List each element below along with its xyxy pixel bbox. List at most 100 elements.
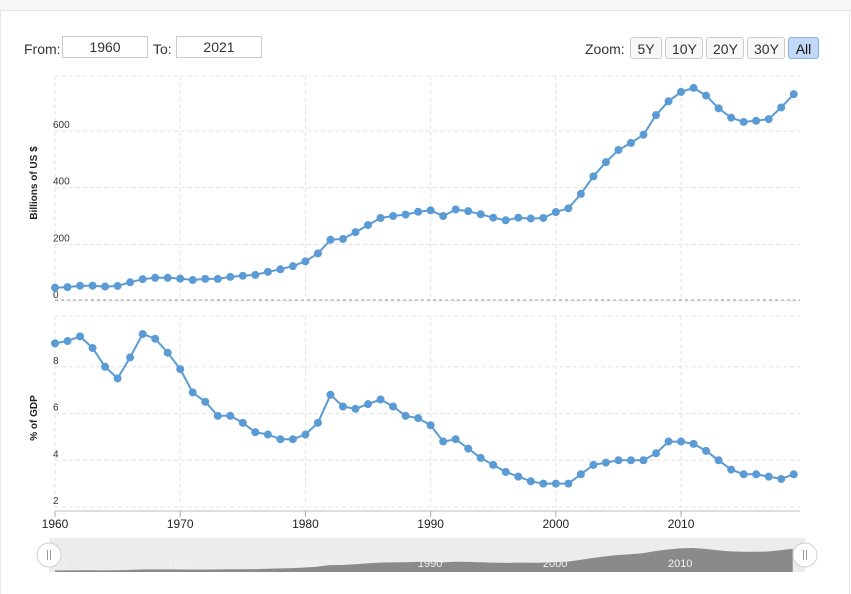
upper-data-point[interactable] xyxy=(539,213,548,222)
upper-data-point[interactable] xyxy=(251,270,260,279)
upper-data-point[interactable] xyxy=(689,83,698,92)
upper-data-point[interactable] xyxy=(476,210,485,219)
upper-data-point[interactable] xyxy=(88,281,97,290)
upper-data-point[interactable] xyxy=(213,274,222,283)
upper-data-point[interactable] xyxy=(451,205,460,214)
lower-data-point[interactable] xyxy=(301,430,310,439)
zoom-button-20y[interactable]: 20Y xyxy=(706,37,744,59)
lower-data-point[interactable] xyxy=(514,472,523,481)
upper-data-point[interactable] xyxy=(301,257,310,266)
lower-data-point[interactable] xyxy=(163,348,172,357)
upper-data-point[interactable] xyxy=(288,262,297,271)
lower-data-point[interactable] xyxy=(414,414,423,423)
upper-data-point[interactable] xyxy=(601,158,610,167)
upper-data-point[interactable] xyxy=(464,207,473,216)
lower-data-point[interactable] xyxy=(476,453,485,462)
lower-data-point[interactable] xyxy=(101,362,110,371)
lower-data-point[interactable] xyxy=(752,470,761,479)
lower-data-point[interactable] xyxy=(263,430,272,439)
upper-data-point[interactable] xyxy=(126,278,135,287)
lower-data-point[interactable] xyxy=(539,479,548,488)
upper-data-point[interactable] xyxy=(101,282,110,291)
lower-data-point[interactable] xyxy=(151,334,160,343)
lower-data-point[interactable] xyxy=(777,474,786,483)
upper-data-point[interactable] xyxy=(526,214,535,223)
upper-data-point[interactable] xyxy=(263,267,272,276)
lower-data-point[interactable] xyxy=(464,444,473,453)
upper-data-point[interactable] xyxy=(752,116,761,125)
lower-data-point[interactable] xyxy=(389,402,398,411)
upper-data-point[interactable] xyxy=(576,189,585,198)
upper-data-point[interactable] xyxy=(389,212,398,220)
lower-data-point[interactable] xyxy=(702,446,711,455)
lower-data-point[interactable] xyxy=(63,337,72,346)
lower-data-point[interactable] xyxy=(426,421,435,430)
lower-data-point[interactable] xyxy=(664,437,673,446)
lower-data-point[interactable] xyxy=(576,470,585,479)
lower-data-point[interactable] xyxy=(113,374,122,383)
upper-data-point[interactable] xyxy=(351,228,360,237)
upper-data-point[interactable] xyxy=(639,130,648,139)
upper-data-point[interactable] xyxy=(313,249,322,258)
upper-data-point[interactable] xyxy=(338,234,347,243)
upper-data-point[interactable] xyxy=(138,275,147,284)
lower-data-point[interactable] xyxy=(626,456,635,465)
upper-data-point[interactable] xyxy=(714,104,723,113)
upper-data-point[interactable] xyxy=(376,213,385,222)
lower-data-point[interactable] xyxy=(739,470,748,479)
upper-data-point[interactable] xyxy=(677,87,686,96)
lower-data-point[interactable] xyxy=(551,479,560,488)
upper-data-point[interactable] xyxy=(589,172,598,181)
from-input[interactable] xyxy=(62,36,148,58)
upper-data-point[interactable] xyxy=(401,210,410,219)
upper-data-point[interactable] xyxy=(238,271,247,280)
upper-data-point[interactable] xyxy=(789,90,798,99)
lower-data-point[interactable] xyxy=(276,435,285,444)
upper-data-point[interactable] xyxy=(163,273,172,282)
lower-data-point[interactable] xyxy=(376,395,385,404)
upper-data-point[interactable] xyxy=(276,265,285,274)
upper-data-point[interactable] xyxy=(226,272,235,281)
lower-data-point[interactable] xyxy=(226,411,235,420)
upper-data-point[interactable] xyxy=(727,113,736,122)
zoom-button-all[interactable]: All xyxy=(788,37,819,59)
upper-data-point[interactable] xyxy=(739,117,748,126)
upper-data-point[interactable] xyxy=(51,283,59,292)
upper-data-point[interactable] xyxy=(564,204,573,213)
lower-data-point[interactable] xyxy=(677,437,686,446)
upper-data-point[interactable] xyxy=(188,276,197,285)
lower-data-point[interactable] xyxy=(489,460,498,469)
lower-data-point[interactable] xyxy=(351,404,360,413)
lower-data-point[interactable] xyxy=(526,477,535,486)
upper-data-point[interactable] xyxy=(426,206,435,215)
lower-data-point[interactable] xyxy=(601,458,610,467)
upper-data-point[interactable] xyxy=(614,145,623,154)
upper-data-point[interactable] xyxy=(764,115,773,124)
upper-data-point[interactable] xyxy=(777,103,786,112)
lower-data-point[interactable] xyxy=(251,428,260,437)
upper-data-point[interactable] xyxy=(151,273,160,282)
lower-data-point[interactable] xyxy=(689,439,698,448)
lower-data-point[interactable] xyxy=(126,353,135,362)
lower-data-point[interactable] xyxy=(501,467,510,476)
lower-data-point[interactable] xyxy=(176,365,185,374)
upper-data-point[interactable] xyxy=(702,91,711,100)
lower-data-point[interactable] xyxy=(451,435,460,444)
upper-data-point[interactable] xyxy=(176,274,185,283)
lower-data-point[interactable] xyxy=(238,418,247,427)
upper-data-point[interactable] xyxy=(514,213,523,222)
lower-data-point[interactable] xyxy=(138,330,147,339)
upper-data-point[interactable] xyxy=(551,208,560,217)
zoom-button-5y[interactable]: 5Y xyxy=(630,37,662,59)
lower-data-point[interactable] xyxy=(564,479,573,488)
to-input[interactable] xyxy=(176,36,262,58)
lower-data-point[interactable] xyxy=(188,388,197,397)
lower-data-point[interactable] xyxy=(589,460,598,469)
lower-data-point[interactable] xyxy=(789,470,798,479)
zoom-button-30y[interactable]: 30Y xyxy=(747,37,785,59)
lower-data-point[interactable] xyxy=(213,411,222,420)
lower-data-point[interactable] xyxy=(51,339,59,348)
lower-data-point[interactable] xyxy=(727,465,736,474)
lower-data-point[interactable] xyxy=(288,435,297,444)
upper-data-point[interactable] xyxy=(652,111,661,120)
